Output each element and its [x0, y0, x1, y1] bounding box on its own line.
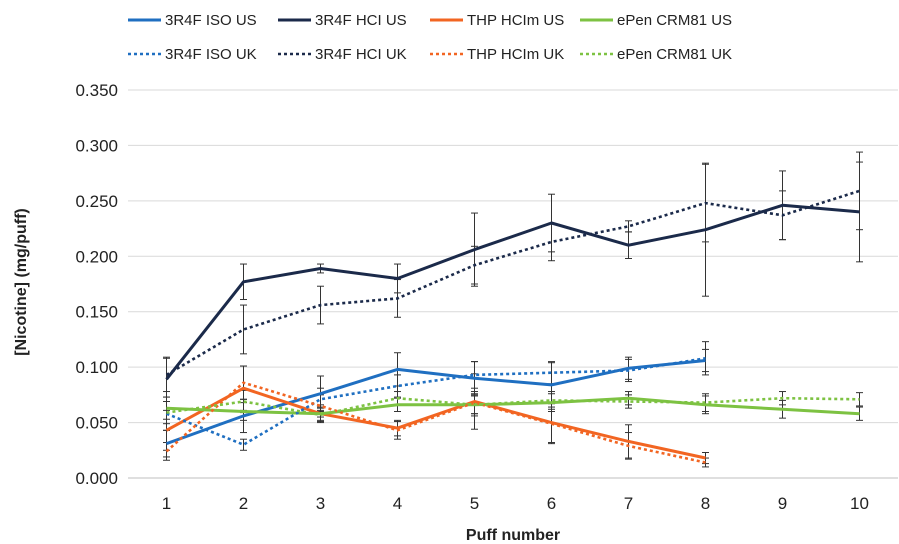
- error-bar-3r4f-hci-uk: [163, 357, 170, 393]
- legend-label: 3R4F HCI UK: [315, 46, 407, 63]
- error-bar-epen-crm81-us: [856, 406, 863, 421]
- x-axis-title: Puff number: [466, 527, 560, 544]
- legend-item-epen-crm81-uk: ePen CRM81 UK: [580, 46, 732, 63]
- series-lines: [165, 189, 860, 464]
- error-bar-epen-crm81-uk: [548, 391, 555, 410]
- y-tick-label: 0.300: [75, 136, 118, 155]
- series-line-3r4f-hci-uk: [165, 189, 860, 377]
- legend-label: 3R4F ISO US: [165, 12, 257, 29]
- series-line-thp-hcim-us: [165, 386, 706, 460]
- gridlines: [128, 89, 898, 424]
- y-tick-label: 0.200: [75, 247, 118, 266]
- y-axis-title: [Nicotine] (mg/puff): [13, 208, 30, 356]
- legend-item-epen-crm81-us: ePen CRM81 US: [580, 12, 732, 29]
- x-tick-label: 2: [239, 494, 248, 513]
- x-tick-label: 4: [393, 494, 402, 513]
- legend-item-3r4f-hci-uk: 3R4F HCI UK: [278, 46, 407, 63]
- x-tick-label: 7: [624, 494, 633, 513]
- legend-label: 3R4F ISO UK: [165, 46, 257, 63]
- legend-item-thp-hcim-us: THP HCIm US: [430, 12, 564, 29]
- legend-label: THP HCIm US: [467, 12, 564, 29]
- series-line-3r4f-hci-us: [165, 203, 860, 381]
- legend-label: ePen CRM81 UK: [617, 46, 732, 63]
- y-axis-tick-labels: 0.000 0.050 0.100 0.150 0.200 0.250 0.300 0.350: [75, 81, 118, 488]
- legend[interactable]: 3R4F ISO US 3R4F HCI US THP HCIm US ePen CR…: [128, 12, 732, 63]
- error-bar-3r4f-iso-uk: [240, 438, 247, 451]
- x-tick-label: 3: [316, 494, 325, 513]
- legend-item-3r4f-iso-uk: 3R4F ISO UK: [128, 46, 257, 63]
- legend-label: ePen CRM81 US: [617, 12, 732, 29]
- x-tick-label: 6: [547, 494, 556, 513]
- x-tick-label: 10: [850, 494, 869, 513]
- error-bar-3r4f-iso-uk: [471, 361, 478, 389]
- error-bar-epen-crm81-uk: [702, 393, 709, 412]
- error-bars: [163, 151, 863, 468]
- legend-item-3r4f-iso-us: 3R4F ISO US: [128, 12, 257, 29]
- y-tick-label: 0.050: [75, 414, 118, 433]
- y-tick-label: 0.100: [75, 358, 118, 377]
- error-bar-3r4f-iso-uk: [702, 341, 709, 376]
- series-line-epen-crm81-uk: [166, 396, 860, 417]
- x-tick-label: 8: [701, 494, 710, 513]
- series-line-thp-hcim-uk: [165, 381, 706, 464]
- series-line-3r4f-iso-uk: [166, 357, 706, 447]
- x-axis-tick-labels: 1 2 3 4 5 6 7 8 9 10: [162, 494, 869, 513]
- x-tick-label: 1: [162, 494, 171, 513]
- legend-item-thp-hcim-uk: THP HCIm UK: [430, 46, 564, 63]
- y-tick-label: 0.150: [75, 303, 118, 322]
- x-tick-label: 9: [778, 494, 787, 513]
- y-tick-label: 0.000: [75, 469, 118, 488]
- error-bar-3r4f-hci-uk: [856, 151, 863, 231]
- error-bar-3r4f-hci-uk: [240, 304, 247, 355]
- legend-item-3r4f-hci-us: 3R4F HCI US: [278, 12, 407, 29]
- y-tick-label: 0.250: [75, 192, 118, 211]
- x-tick-label: 5: [470, 494, 479, 513]
- legend-label: THP HCIm UK: [467, 46, 564, 63]
- error-bar-3r4f-hci-uk: [625, 220, 632, 233]
- y-tick-label: 0.350: [75, 81, 118, 100]
- legend-label: 3R4F HCI US: [315, 12, 407, 29]
